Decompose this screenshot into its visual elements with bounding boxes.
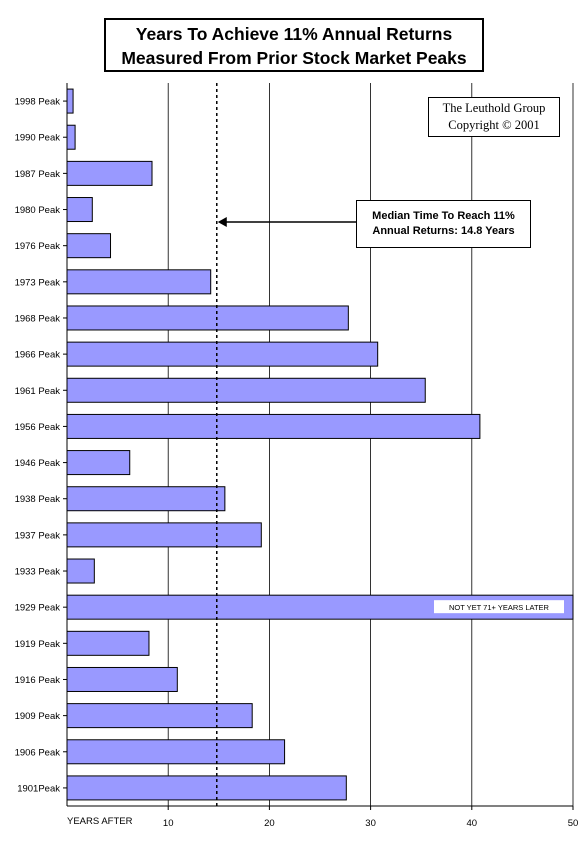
category-label: 1980 Peak: [15, 205, 61, 216]
x-axis-label: YEARS AFTER: [67, 816, 133, 827]
category-label: 1946 Peak: [15, 458, 61, 469]
category-label: 1956 Peak: [15, 422, 61, 433]
median-line-2: Annual Returns: 14.8 Years: [372, 225, 515, 237]
annotation-box: [434, 600, 564, 614]
x-tick-label: 40: [467, 818, 478, 829]
source-line-1: The Leuthold Group: [442, 101, 546, 115]
category-label: 1906 Peak: [15, 747, 61, 758]
category-label: 1919 Peak: [15, 639, 61, 650]
category-label: 1933 Peak: [15, 567, 61, 578]
category-label: 1901Peak: [17, 783, 60, 794]
category-label: 1973 Peak: [15, 277, 61, 288]
category-label: 1916 Peak: [15, 675, 61, 686]
median-line-1: Median Time To Reach 11%: [372, 210, 515, 222]
x-tick-label: 10: [163, 818, 174, 829]
source-line-2: Copyright © 2001: [448, 118, 540, 132]
category-label: 1929 Peak: [15, 603, 61, 614]
x-tick-label: 30: [365, 818, 376, 829]
category-label: 1966 Peak: [15, 350, 61, 361]
category-label: 1937 Peak: [15, 530, 61, 541]
bar: [66, 413, 481, 439]
bar: [66, 775, 347, 801]
category-label: 1938 Peak: [15, 494, 61, 505]
bar: [66, 305, 349, 331]
bar: [66, 197, 93, 223]
bar: [66, 341, 379, 367]
category-label: 1961 Peak: [15, 386, 61, 397]
bar: [66, 558, 95, 584]
bar: [66, 522, 262, 548]
category-label: 1909 Peak: [15, 711, 61, 722]
category-label: 1968 Peak: [15, 313, 61, 324]
bar: [66, 160, 153, 186]
bar: [66, 739, 286, 765]
bar: [66, 703, 253, 729]
median-arrow-head: [217, 217, 227, 227]
bar: [66, 88, 74, 114]
title-line-2: Measured From Prior Stock Market Peaks: [121, 48, 467, 68]
bar: [66, 233, 112, 259]
bar: [66, 630, 150, 656]
bar: [66, 269, 212, 295]
category-label: 1976 Peak: [15, 241, 61, 252]
median-callout: Median Time To Reach 11% Annual Returns:…: [356, 200, 531, 248]
category-label: 1998 Peak: [15, 97, 61, 108]
bar: [66, 124, 76, 150]
bar: [66, 377, 426, 403]
bar: [66, 486, 226, 512]
bar-annotation: NOT YET 71+ YEARS LATER: [449, 603, 550, 612]
bar: [66, 666, 178, 692]
x-tick-label: 50: [568, 818, 579, 829]
category-label: 1990 Peak: [15, 133, 61, 144]
source-note: The Leuthold Group Copyright © 2001: [428, 97, 560, 137]
bar: [66, 450, 131, 476]
category-label: 1987 Peak: [15, 169, 61, 180]
title-line-1: Years To Achieve 11% Annual Returns: [135, 24, 453, 44]
chart-title: Years To Achieve 11% Annual Returns Meas…: [104, 18, 484, 72]
x-tick-label: 20: [264, 818, 275, 829]
